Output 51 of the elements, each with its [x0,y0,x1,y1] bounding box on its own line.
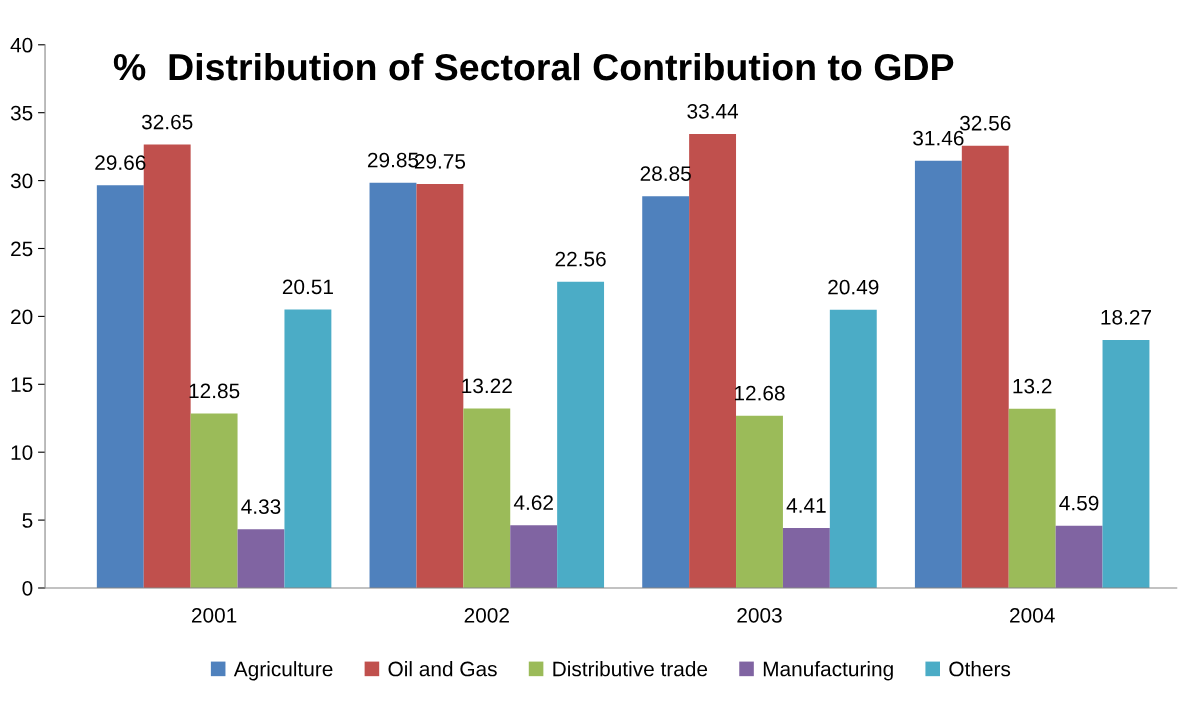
data-label: 31.46 [913,130,964,146]
bar [829,309,877,588]
x-tick-label: 2004 [1010,607,1055,623]
data-label: 4.62 [513,495,553,511]
x-tick-label: 2001 [191,607,237,623]
y-tick-label: 25 [11,241,33,257]
legend-label: Others [949,661,1011,677]
y-tick-label: 10 [11,445,33,460]
data-label: 4.59 [1059,495,1099,511]
y-tick-label: 5 [22,513,33,528]
data-label: 18.27 [1101,309,1152,325]
y-tick-label: 15 [11,377,33,393]
data-label: 32.56 [960,115,1011,131]
bar [96,185,144,588]
bar [1102,339,1150,588]
legend-label: Manufacturing [763,661,893,681]
y-tick-label: 20 [11,309,33,325]
data-label: 32.65 [141,114,193,130]
data-label: 33.44 [687,103,739,119]
bar [237,529,285,588]
data-label: 13.2 [1013,378,1052,394]
data-label: 4.41 [786,498,826,513]
bar [463,408,511,588]
legend-label: Oil and Gas [388,661,497,677]
bar [1008,408,1056,588]
data-label: 20.49 [828,279,879,295]
bar [1055,525,1103,588]
y-tick-label: 40 [10,37,33,53]
x-tick-label: 2003 [737,607,782,623]
bar [689,133,737,588]
bar [782,528,830,588]
bar [961,145,1009,588]
bar [416,183,464,588]
y-tick-label: 30 [10,173,33,189]
x-tick-label: 2002 [464,607,509,623]
legend-label: Distributive trade [553,661,708,677]
bar [510,525,558,588]
bar [914,160,962,588]
y-tick-label: 0 [22,581,33,596]
y-tick-label: 35 [10,105,33,121]
bar [284,309,332,588]
data-label: 20.51 [282,279,333,295]
bar [190,413,238,588]
bar [642,196,690,588]
bar [736,415,783,588]
data-label: 4.33 [241,499,281,514]
bar [557,281,605,588]
legend-label: Agriculture [233,661,333,681]
chart-title: % Distribution of Sectoral Contribution to GDP [113,52,954,81]
data-label: 22.56 [555,251,606,267]
bar [369,182,417,588]
